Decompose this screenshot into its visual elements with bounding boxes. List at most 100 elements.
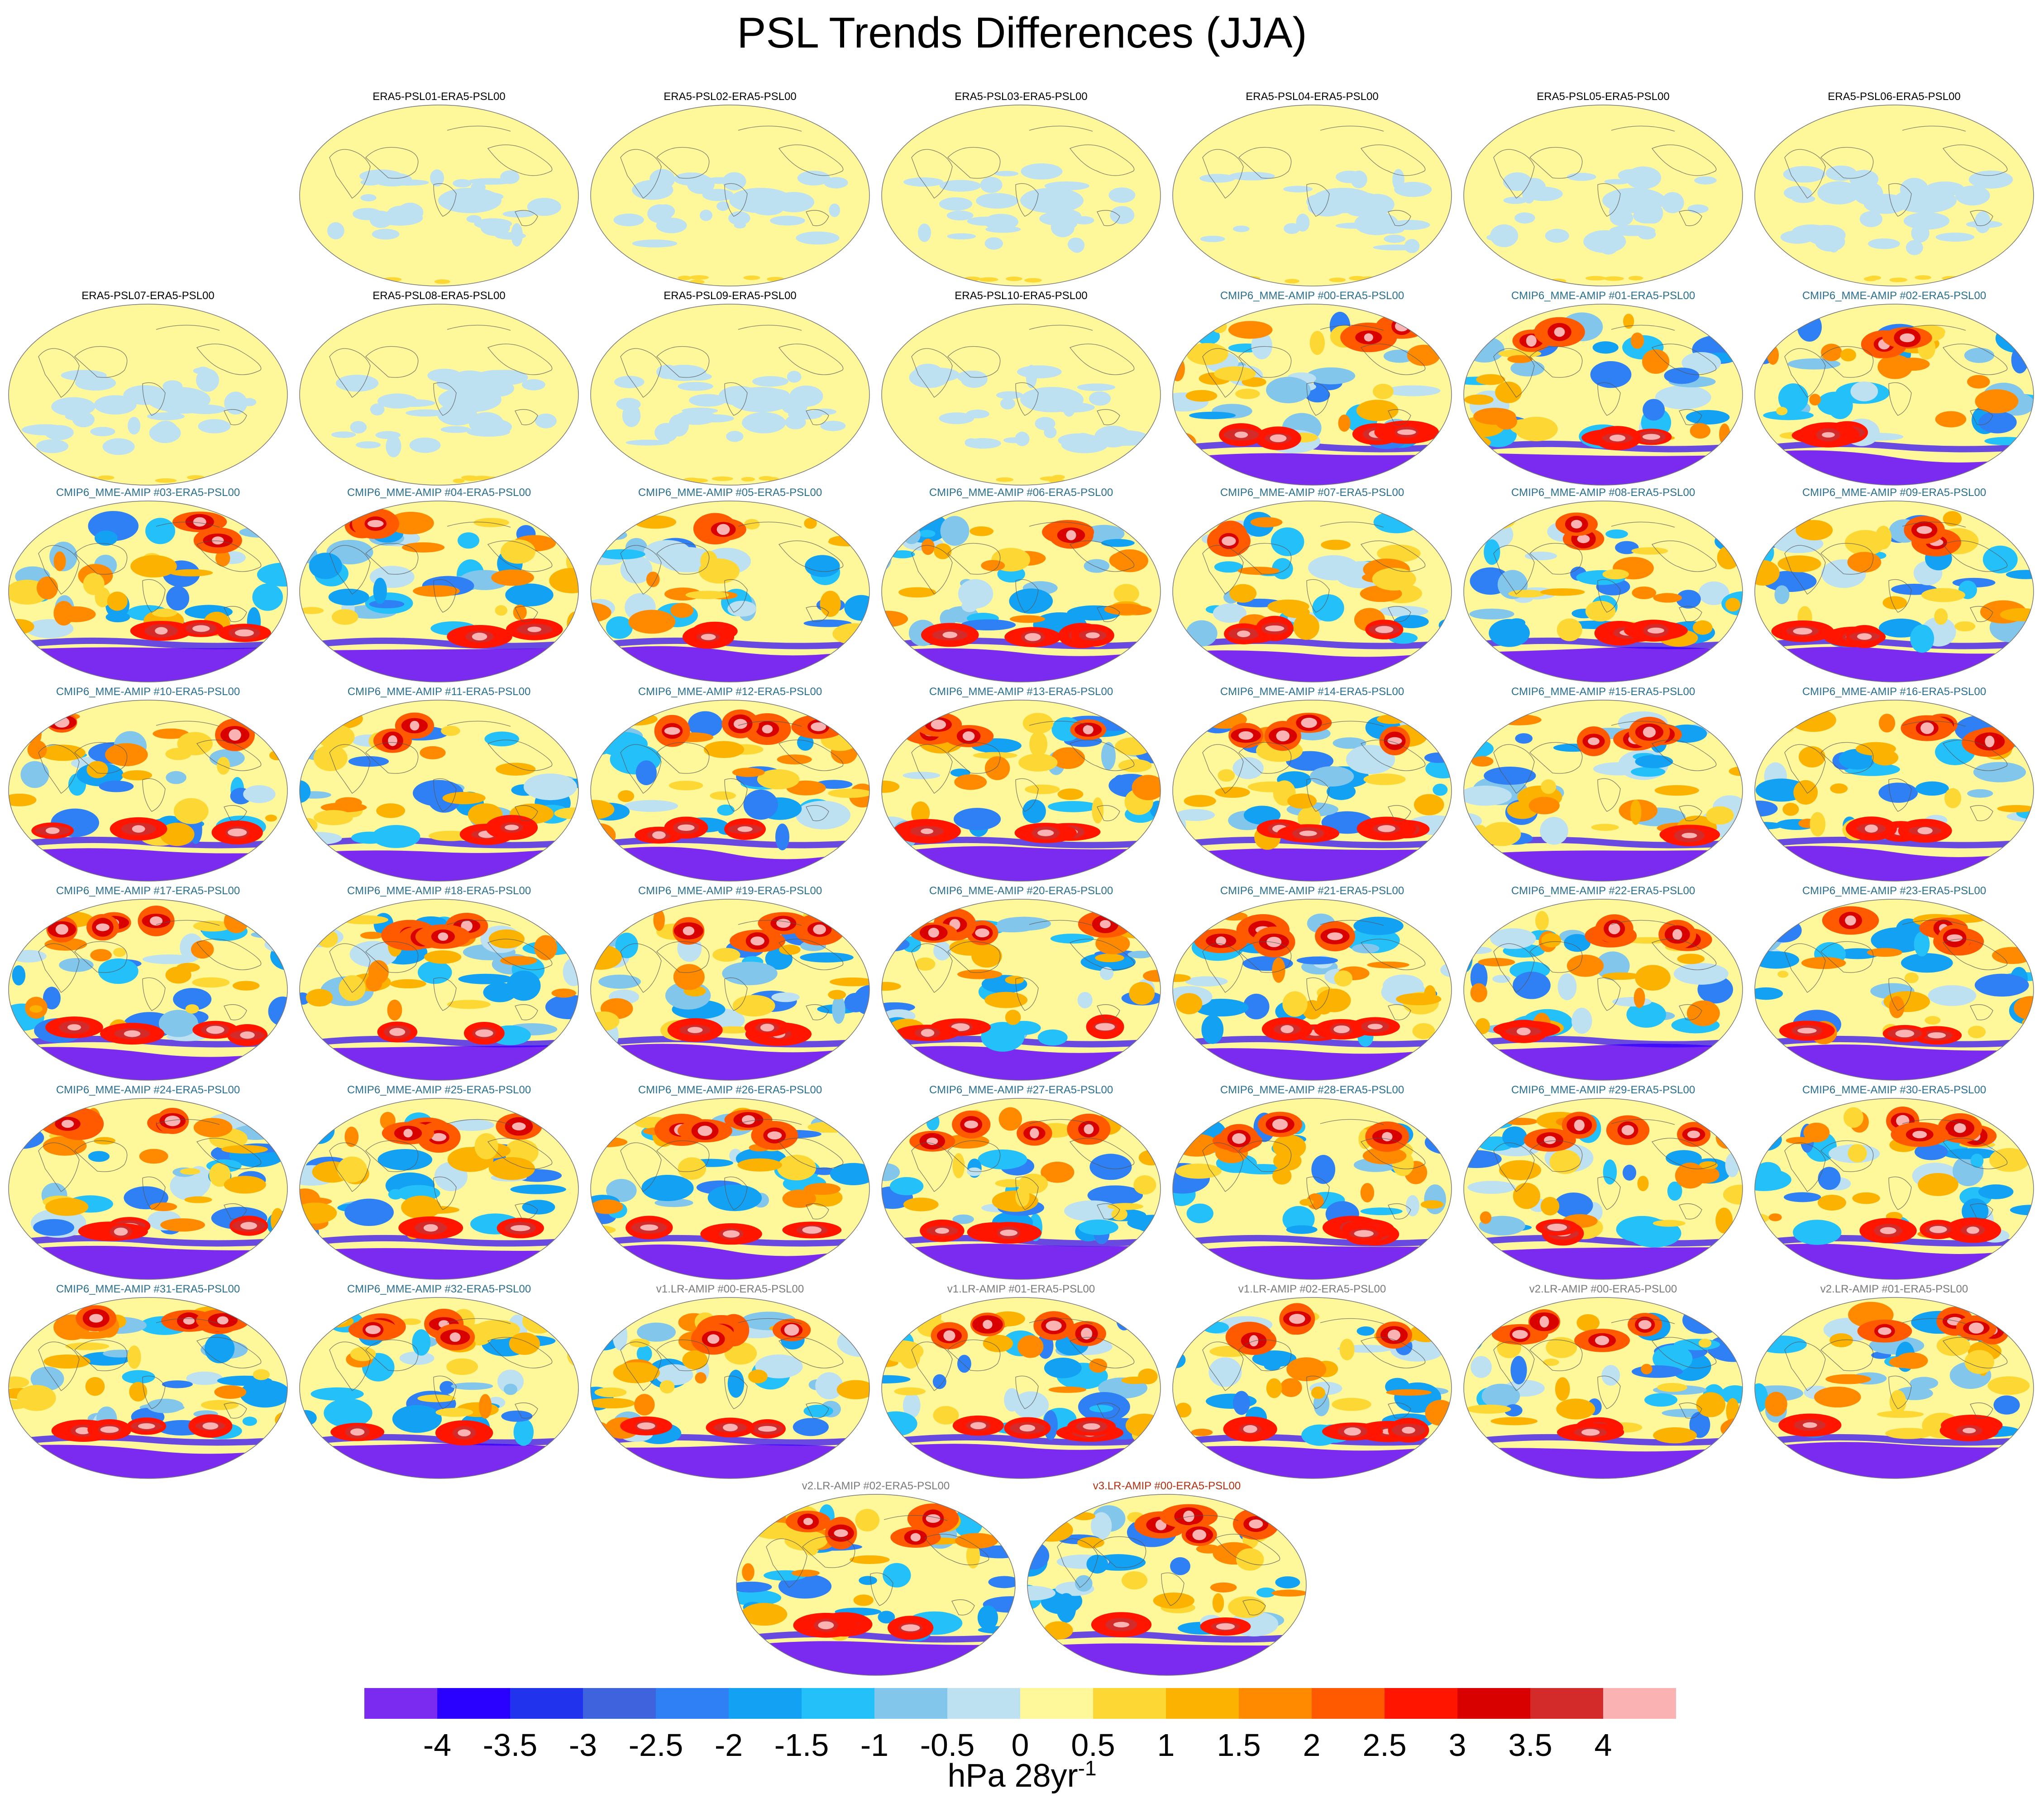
negative-anomaly-patch	[545, 994, 578, 1020]
coastline-shape	[1820, 1140, 1874, 1172]
positive-anomaly-patch	[122, 770, 153, 781]
negative-anomaly-patch	[1252, 1350, 1297, 1367]
negative-anomaly-patch	[1566, 172, 1596, 181]
negative-anomaly-patch	[1251, 332, 1273, 359]
positive-anomaly-patch	[1372, 383, 1394, 400]
coastline-shape	[329, 744, 371, 794]
southern-high-core	[389, 1028, 406, 1036]
panel-title: CMIP6_MME-AMIP #12-ERA5-PSL00	[638, 686, 822, 698]
negative-anomaly-patch	[535, 413, 557, 429]
negative-anomaly-patch	[787, 371, 802, 383]
map-plot	[1172, 1098, 1452, 1280]
positive-anomaly-patch	[1236, 1548, 1264, 1571]
negative-anomaly-patch	[1605, 529, 1628, 539]
northern-high-core	[1084, 1124, 1094, 1135]
southern-high-core	[942, 631, 958, 639]
coastline-shape	[447, 1318, 511, 1324]
negative-anomaly-patch	[1644, 1393, 1678, 1407]
northern-high-core	[707, 1334, 720, 1344]
coastline-shape	[1029, 1318, 1093, 1324]
map-plot	[299, 1297, 579, 1479]
negative-anomaly-patch	[36, 439, 69, 453]
panel-title: CMIP6_MME-AMIP #00-ERA5-PSL00	[1220, 290, 1404, 302]
map-plot	[881, 105, 1161, 286]
positive-anomaly-patch	[300, 818, 318, 833]
negative-anomaly-patch	[513, 1418, 534, 1446]
positive-anomaly-patch	[55, 606, 96, 622]
negative-anomaly-patch	[953, 808, 1001, 830]
negative-anomaly-patch	[406, 409, 446, 417]
southern-high-core	[1864, 824, 1878, 833]
coastline-shape	[884, 1515, 948, 1521]
negative-anomaly-patch	[1903, 212, 1950, 230]
positive-anomaly-patch	[1107, 1203, 1144, 1210]
coastline-shape	[38, 943, 80, 993]
positive-anomaly-patch	[1755, 560, 1780, 586]
coastline-shape	[724, 382, 748, 416]
map-frame	[299, 1098, 579, 1280]
positive-anomaly-patch	[1471, 825, 1489, 844]
coastline-shape	[806, 1004, 829, 1021]
positive-anomaly-patch	[836, 1380, 869, 1399]
panel-title: CMIP6_MME-AMIP #21-ERA5-PSL00	[1220, 885, 1404, 897]
coastline-shape	[1902, 920, 1966, 926]
negative-anomaly-patch	[988, 1576, 1015, 1588]
coastline-shape	[806, 210, 829, 226]
negative-anomaly-patch	[1232, 757, 1264, 779]
positive-anomaly-patch	[372, 278, 391, 283]
southern-high-core	[192, 625, 210, 632]
positive-anomaly-patch	[1210, 1582, 1237, 1593]
map-plot	[1463, 304, 1743, 486]
positive-anomaly-patch	[1852, 1192, 1880, 1204]
negative-anomaly-patch	[162, 1380, 193, 1388]
positive-anomaly-patch	[1433, 1319, 1444, 1326]
negative-anomaly-patch	[636, 1345, 652, 1363]
positive-anomaly-patch	[1623, 314, 1634, 329]
negative-anomaly-patch	[1214, 561, 1243, 573]
negative-anomaly-patch	[1089, 391, 1111, 406]
coastline-shape	[1597, 382, 1621, 416]
negative-anomaly-patch	[1602, 188, 1666, 213]
negative-anomaly-patch	[1335, 222, 1374, 229]
positive-anomaly-patch	[1153, 1593, 1194, 1609]
northern-high-core	[1878, 1327, 1891, 1335]
negative-anomaly-patch	[1027, 1586, 1056, 1601]
negative-anomaly-patch	[1664, 367, 1700, 384]
coastline-shape	[620, 348, 662, 398]
coastlines	[38, 1119, 262, 1220]
positive-anomaly-patch	[201, 1400, 239, 1410]
negative-anomaly-patch	[65, 412, 90, 421]
positive-anomaly-patch	[1889, 1390, 1906, 1414]
coastline-shape	[911, 1142, 953, 1192]
coastline-shape	[1970, 1402, 1993, 1419]
colorbar-tick-label: 2	[1303, 1727, 1321, 1763]
positive-anomaly-patch	[139, 1149, 168, 1164]
coastline-shape	[1320, 720, 1384, 727]
northern-high-core	[1687, 1130, 1700, 1139]
coastline-shape	[447, 1119, 511, 1125]
positive-anomaly-patch	[828, 788, 869, 798]
negative-anomaly-patch	[688, 711, 723, 738]
panel-title: CMIP6_MME-AMIP #10-ERA5-PSL00	[56, 686, 240, 698]
map-frame	[1172, 304, 1452, 486]
coastline-shape	[515, 606, 538, 622]
negative-anomaly-patch	[387, 179, 429, 186]
negative-anomaly-patch	[1101, 539, 1135, 547]
negative-anomaly-patch	[918, 529, 936, 538]
negative-anomaly-patch	[1681, 352, 1721, 374]
negative-anomaly-patch	[1464, 946, 1492, 954]
coastline-shape	[365, 147, 419, 179]
coastlines	[1784, 1119, 2008, 1220]
coastline-shape	[1215, 1534, 1280, 1565]
positive-anomaly-patch	[1266, 1378, 1282, 1398]
positive-anomaly-patch	[152, 608, 177, 617]
positive-anomaly-patch	[1298, 806, 1321, 830]
coastline-shape	[515, 805, 538, 821]
coastlines	[38, 920, 262, 1021]
map-background	[300, 105, 578, 286]
coastline-shape	[1097, 1203, 1120, 1220]
positive-anomaly-patch	[1175, 1164, 1222, 1179]
positive-anomaly-patch	[1132, 910, 1160, 925]
negative-anomaly-patch	[1666, 1150, 1702, 1166]
negative-anomaly-patch	[1020, 188, 1084, 213]
